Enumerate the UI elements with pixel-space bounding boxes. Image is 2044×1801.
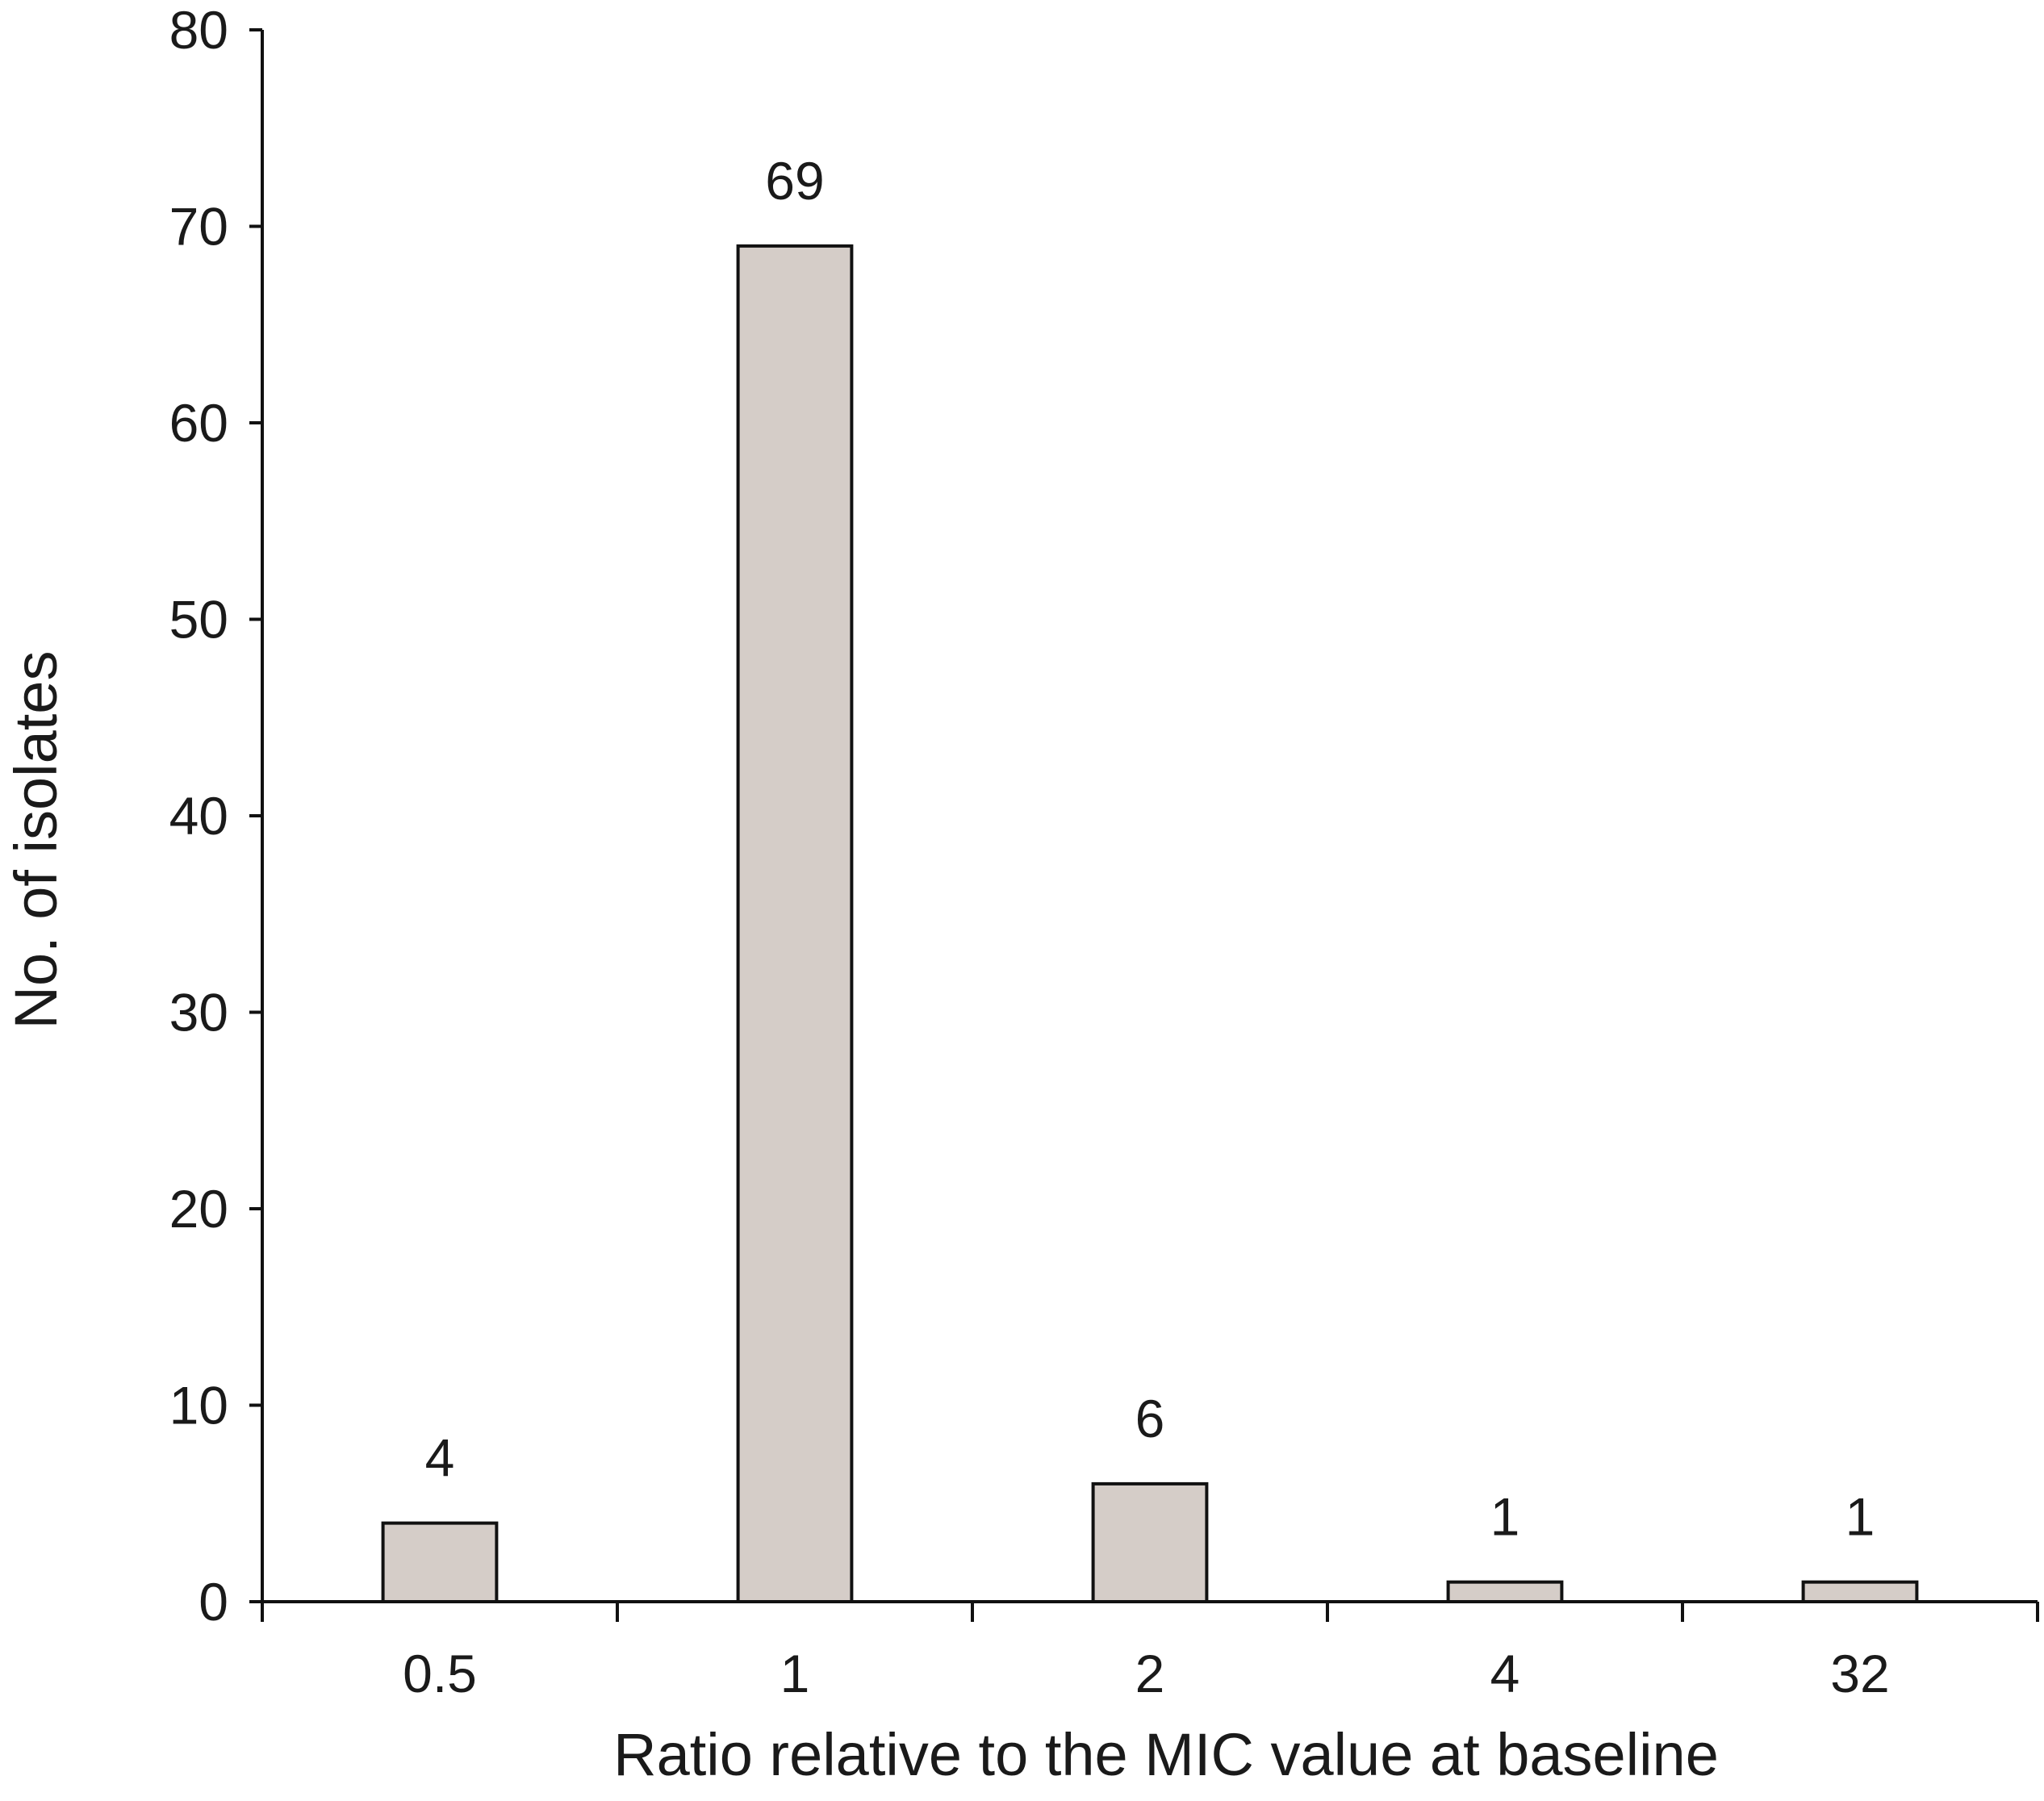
axes-layer: 0 10 20 30 40 50 60 70 80 — [169, 0, 2039, 1632]
labels-layer: 0.5 4 1 69 2 6 4 1 32 1 — [403, 151, 1890, 1703]
y-tick-label: 0 — [199, 1572, 228, 1632]
data-label: 6 — [1135, 1389, 1165, 1448]
data-label: 1 — [1490, 1487, 1520, 1547]
x-axis-title: Ratio relative to the MIC value at basel… — [613, 1721, 1719, 1788]
y-tick-label: 30 — [169, 983, 228, 1043]
data-label: 4 — [425, 1428, 455, 1488]
bar-1 — [736, 244, 854, 1604]
data-label: 69 — [765, 151, 824, 211]
x-tick-label: 1 — [780, 1644, 810, 1703]
y-tick-label: 20 — [169, 1179, 228, 1239]
bars-layer — [381, 244, 1919, 1604]
x-tick-label: 2 — [1135, 1644, 1165, 1703]
bar-2 — [1091, 1481, 1209, 1604]
y-tick-label: 40 — [169, 786, 228, 846]
x-tick-label: 4 — [1490, 1644, 1520, 1703]
bar-4 — [1446, 1580, 1564, 1604]
y-tick-label: 50 — [169, 590, 228, 650]
data-label: 1 — [1845, 1487, 1875, 1547]
y-tick-label: 70 — [169, 197, 228, 257]
y-tick-label: 80 — [169, 0, 228, 60]
bar-0.5 — [381, 1521, 499, 1603]
y-axis-title: No. of isolates — [2, 651, 69, 1030]
bar-32 — [1801, 1580, 1919, 1604]
x-tick-label: 0.5 — [403, 1644, 477, 1703]
y-tick-label: 10 — [169, 1376, 228, 1435]
y-tick-label: 60 — [169, 393, 228, 453]
x-tick-label: 32 — [1830, 1644, 1889, 1703]
